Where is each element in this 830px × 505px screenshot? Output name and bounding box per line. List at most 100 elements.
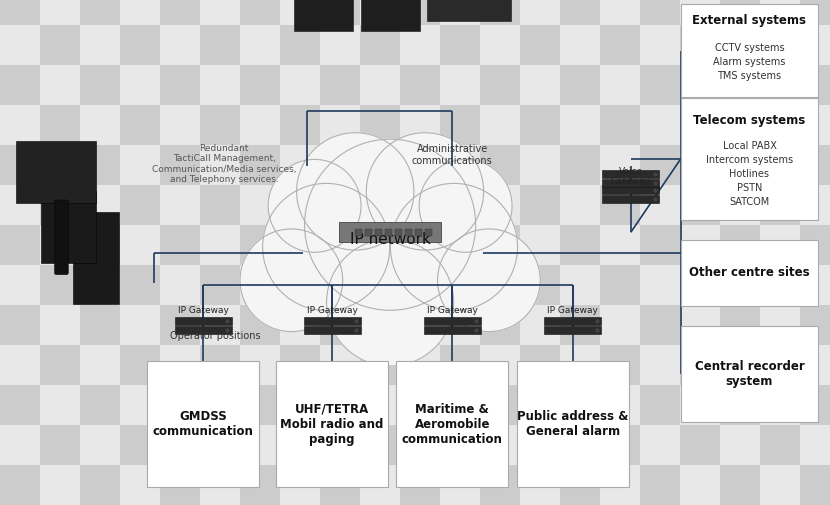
Bar	[600, 345, 640, 385]
Bar	[400, 425, 440, 465]
Bar	[400, 385, 440, 425]
Bar	[0, 345, 40, 385]
Bar	[160, 25, 200, 65]
Bar	[240, 265, 280, 305]
Bar	[120, 425, 160, 465]
Bar	[160, 0, 200, 25]
Bar	[80, 185, 120, 225]
Bar	[80, 105, 120, 145]
Bar	[425, 229, 432, 236]
FancyBboxPatch shape	[148, 361, 260, 487]
Bar	[680, 25, 720, 65]
FancyBboxPatch shape	[304, 326, 360, 334]
Bar	[600, 145, 640, 185]
Text: Local PABX
Intercom systems
Hotlines
PSTN
SATCOM: Local PABX Intercom systems Hotlines PST…	[706, 140, 793, 207]
Bar	[40, 465, 80, 505]
Bar	[400, 225, 440, 265]
Bar	[200, 345, 240, 385]
Bar	[760, 25, 800, 65]
Bar	[640, 105, 680, 145]
Bar	[280, 185, 320, 225]
Bar	[375, 229, 382, 236]
Bar	[80, 225, 120, 265]
Bar	[520, 265, 560, 305]
Bar	[680, 225, 720, 265]
Bar	[400, 345, 440, 385]
Bar	[80, 25, 120, 65]
Text: Public address &
General alarm: Public address & General alarm	[517, 410, 628, 438]
FancyBboxPatch shape	[681, 98, 818, 220]
Bar	[800, 345, 830, 385]
Bar	[760, 65, 800, 105]
Bar	[480, 305, 520, 345]
Bar	[240, 145, 280, 185]
Text: IP Gateway: IP Gateway	[306, 306, 358, 315]
FancyBboxPatch shape	[175, 326, 232, 334]
Text: IP Gateway: IP Gateway	[427, 306, 478, 315]
Bar	[0, 385, 40, 425]
Bar	[800, 145, 830, 185]
Bar	[600, 425, 640, 465]
Bar	[280, 65, 320, 105]
Bar	[520, 225, 560, 265]
Bar	[240, 345, 280, 385]
Bar	[520, 185, 560, 225]
Bar	[480, 185, 520, 225]
Bar	[360, 345, 400, 385]
Bar	[640, 145, 680, 185]
Bar	[680, 65, 720, 105]
Bar	[680, 425, 720, 465]
Bar	[360, 145, 400, 185]
Text: Administrative
communications: Administrative communications	[412, 144, 493, 166]
FancyBboxPatch shape	[544, 317, 601, 325]
Bar	[560, 185, 600, 225]
Bar	[440, 0, 480, 25]
Bar	[600, 0, 640, 25]
Bar	[0, 305, 40, 345]
Bar	[80, 265, 120, 305]
Circle shape	[305, 139, 476, 310]
Bar	[480, 105, 520, 145]
Circle shape	[326, 239, 454, 366]
Bar	[720, 425, 760, 465]
Bar	[80, 305, 120, 345]
Bar	[120, 465, 160, 505]
Bar	[280, 265, 320, 305]
Bar	[240, 225, 280, 265]
Bar	[40, 425, 80, 465]
Bar	[160, 465, 200, 505]
FancyBboxPatch shape	[603, 179, 659, 187]
Bar	[600, 265, 640, 305]
Bar	[760, 145, 800, 185]
Bar	[320, 305, 360, 345]
Bar	[800, 105, 830, 145]
Bar	[600, 65, 640, 105]
Bar	[800, 265, 830, 305]
Bar	[440, 265, 480, 305]
Bar	[0, 0, 40, 25]
Bar	[0, 465, 40, 505]
Bar	[560, 225, 600, 265]
Bar	[120, 305, 160, 345]
Bar	[720, 265, 760, 305]
Bar	[240, 305, 280, 345]
Bar	[120, 0, 160, 25]
Bar	[160, 225, 200, 265]
Bar	[400, 465, 440, 505]
FancyBboxPatch shape	[360, 0, 420, 31]
Bar	[0, 145, 40, 185]
Bar	[680, 145, 720, 185]
Bar	[760, 0, 800, 25]
Bar	[40, 265, 80, 305]
Bar	[120, 65, 160, 105]
Bar	[240, 385, 280, 425]
Bar	[760, 185, 800, 225]
Text: Operator positions: Operator positions	[170, 331, 261, 341]
Bar	[480, 465, 520, 505]
Bar	[760, 465, 800, 505]
Bar	[520, 145, 560, 185]
Bar	[280, 145, 320, 185]
Bar	[560, 0, 600, 25]
Text: UHF/TETRA
Mobil radio and
paging: UHF/TETRA Mobil radio and paging	[281, 402, 383, 446]
Bar	[520, 385, 560, 425]
